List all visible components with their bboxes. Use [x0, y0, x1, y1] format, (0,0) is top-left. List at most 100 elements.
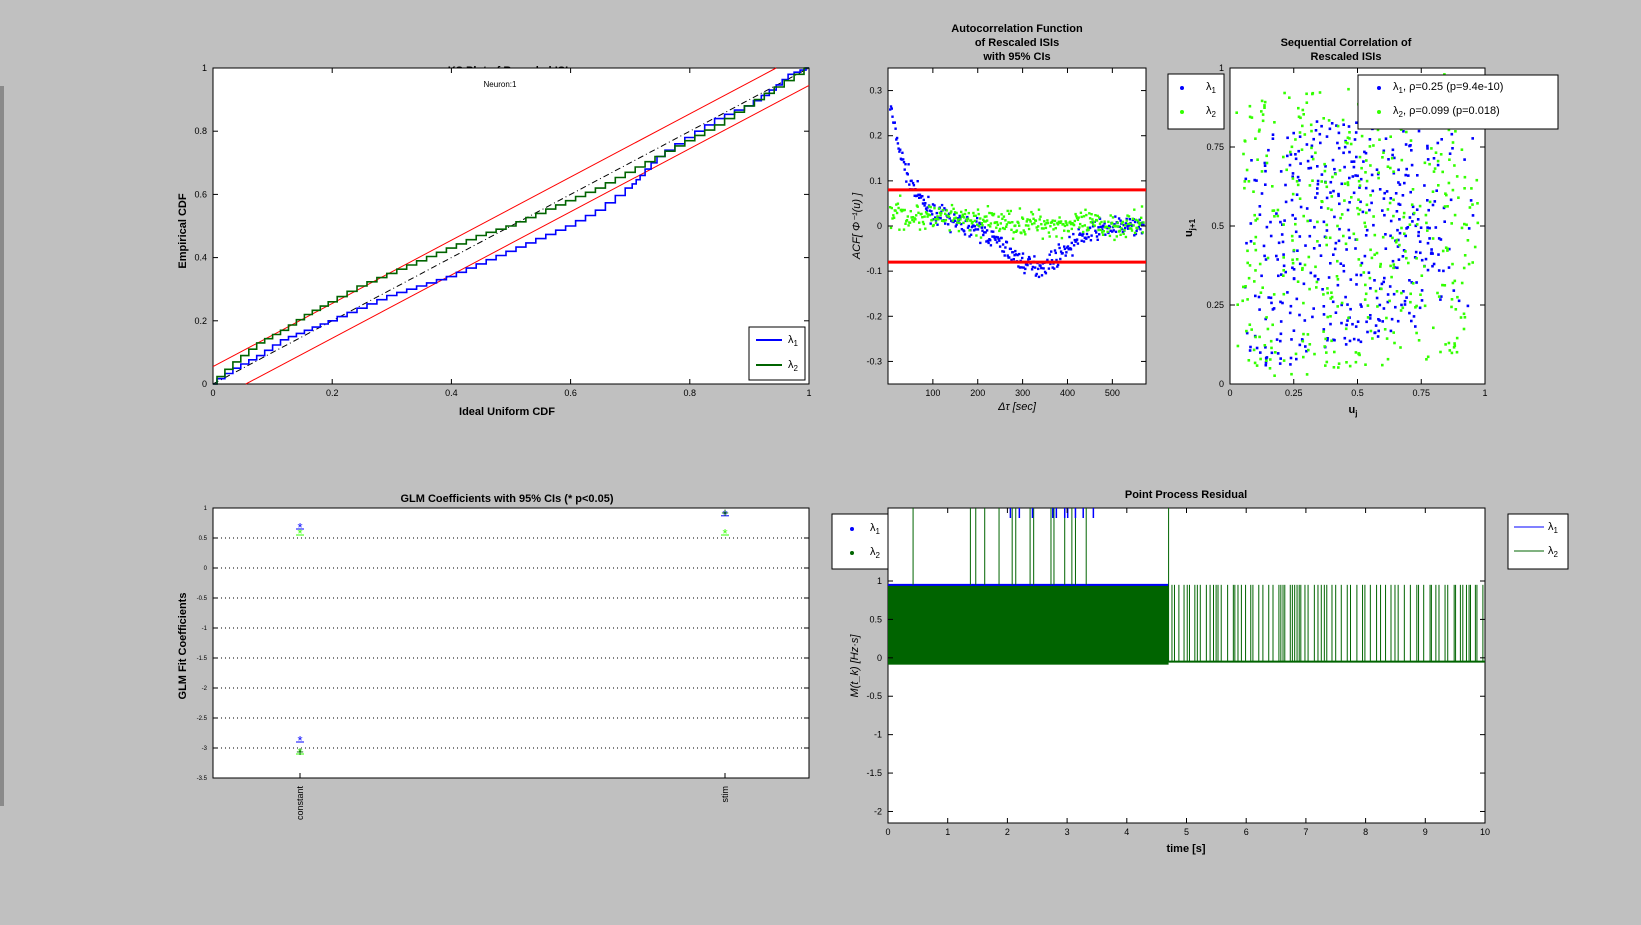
seq-point-1	[1404, 143, 1408, 146]
seq-point-1	[1369, 314, 1372, 317]
acf-point-2	[1125, 219, 1128, 222]
acf-point-2	[984, 220, 987, 223]
seq-point-1	[1417, 234, 1420, 238]
seq-point-1	[1319, 254, 1323, 257]
acf-point-2	[972, 211, 975, 215]
acf-point-2	[1108, 234, 1112, 238]
acf-point-2	[998, 227, 1002, 231]
acf-point-1	[1081, 234, 1084, 237]
acf-point-1	[1070, 241, 1073, 245]
seq-point-2	[1336, 278, 1340, 281]
acf-point-2	[1063, 229, 1066, 232]
seq-point-1	[1290, 198, 1294, 202]
acf-point-2	[962, 221, 965, 225]
glm-plot: GLM Coefficients with 95% CIs (* p<0.05)…	[177, 493, 810, 820]
seq-point-1	[1280, 273, 1283, 276]
seq-point-2	[1364, 225, 1367, 228]
seq-point-2	[1263, 106, 1266, 109]
acf-point-1	[1050, 250, 1053, 253]
seq-point-2	[1432, 170, 1436, 173]
seq-point-2	[1322, 330, 1325, 333]
acf-ytick-label: 0	[877, 221, 882, 231]
acf-point-1	[1074, 240, 1077, 243]
seq-point-2	[1268, 367, 1272, 370]
acf-point-2	[955, 211, 958, 215]
seq-point-2	[1453, 279, 1457, 283]
acf-point-1	[1020, 266, 1023, 269]
seq-point-1	[1348, 236, 1351, 240]
seq-point-1	[1349, 307, 1352, 311]
seq-point-1	[1289, 304, 1293, 308]
acf-point-2	[996, 223, 999, 226]
seq-point-2	[1363, 221, 1366, 225]
seq-point-1	[1395, 210, 1399, 213]
acf-point-1	[979, 241, 982, 245]
seq-point-2	[1325, 351, 1328, 354]
seq-point-1	[1264, 258, 1268, 261]
acf-point-1	[995, 235, 998, 239]
acf-point-2	[1139, 221, 1142, 225]
seq-point-1	[1294, 157, 1298, 161]
acf-point-1	[954, 225, 957, 228]
acf-point-2	[1051, 219, 1054, 222]
seq-point-1	[1402, 130, 1405, 133]
acf-point-2	[1123, 229, 1126, 232]
acf-point-2	[1136, 227, 1139, 230]
seq-point-2	[1282, 274, 1285, 277]
acf-point-1	[1023, 271, 1026, 275]
seq-point-2	[1418, 204, 1422, 208]
acf-point-1	[895, 138, 898, 141]
acf-point-1	[992, 230, 995, 233]
seq-legend-left-entry-2: λ2	[1206, 105, 1217, 119]
seq-point-1	[1327, 276, 1331, 279]
seq-point-2	[1332, 366, 1336, 369]
seq-point-2	[1337, 362, 1341, 365]
seq-point-2	[1415, 257, 1418, 260]
acf-point-1	[959, 216, 962, 220]
seq-point-2	[1276, 214, 1280, 218]
resid-legend-left-entry-1: λ1	[870, 522, 881, 536]
seq-point-2	[1245, 329, 1248, 333]
acf-point-2	[1115, 235, 1118, 238]
ks-xtick-label: 0.4	[445, 388, 458, 398]
acf-point-2	[1121, 220, 1125, 224]
seq-point-2	[1357, 179, 1361, 183]
acf-point-2	[1083, 224, 1086, 227]
seq-point-1	[1346, 319, 1349, 322]
acf-point-2	[1128, 227, 1131, 230]
acf-point-1	[1096, 238, 1099, 241]
seq-point-1	[1254, 294, 1257, 298]
seq-point-2	[1282, 155, 1285, 159]
acf-point-1	[1011, 251, 1015, 254]
resid-xtick-label: 1	[945, 827, 950, 837]
seq-point-1	[1428, 226, 1431, 230]
acf-point-1	[1121, 230, 1125, 234]
acf-point-1	[1072, 232, 1075, 236]
seq-point-1	[1418, 306, 1422, 310]
seq-point-2	[1335, 275, 1339, 278]
seq-point-1	[1345, 323, 1348, 327]
acf-point-2	[949, 211, 952, 215]
acf-point-1	[1080, 239, 1083, 242]
seq-point-1	[1427, 208, 1430, 212]
seq-point-2	[1350, 196, 1353, 199]
seq-point-2	[1373, 253, 1376, 256]
acf-ytick-label: -0.3	[866, 356, 882, 366]
seq-point-2	[1340, 301, 1344, 305]
seq-point-1	[1322, 313, 1326, 316]
resid-ytick-label: 0	[877, 653, 882, 663]
seq-point-2	[1337, 366, 1340, 369]
seq-point-2	[1392, 331, 1395, 334]
seq-point-2	[1329, 315, 1332, 318]
seq-point-2	[1256, 217, 1259, 221]
seq-point-1	[1419, 251, 1422, 255]
seq-point-2	[1253, 361, 1257, 365]
seq-point-1	[1360, 305, 1363, 308]
seq-point-1	[1362, 160, 1365, 163]
seq-point-2	[1399, 346, 1402, 349]
seq-point-1	[1347, 228, 1351, 232]
seq-point-1	[1340, 321, 1343, 325]
seq-point-1	[1262, 244, 1266, 248]
acf-point-1	[1079, 233, 1083, 236]
seq-point-1	[1343, 165, 1346, 169]
